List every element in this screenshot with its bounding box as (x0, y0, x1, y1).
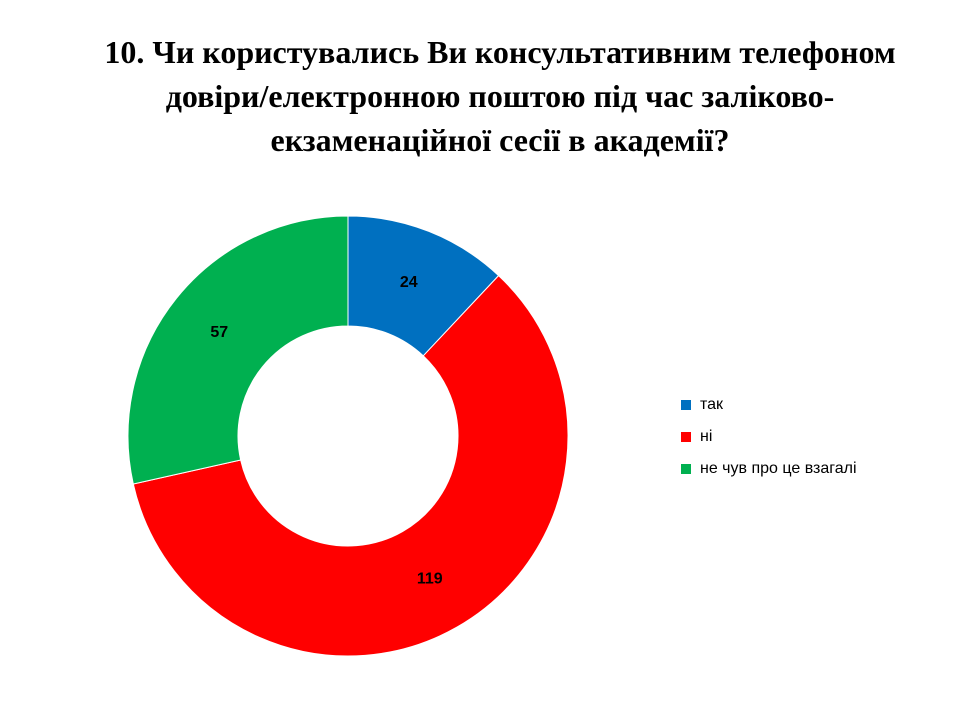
data-label: 24 (400, 274, 418, 291)
legend-label: ні (700, 428, 712, 445)
donut-segment (132, 274, 569, 657)
data-label: 119 (417, 571, 443, 588)
data-label: 57 (210, 324, 228, 341)
legend-swatch (681, 400, 691, 410)
legend-label: так (700, 396, 724, 413)
chart-title: 10. Чи користувались Ви консультативним … (104, 34, 896, 158)
legend-swatch (681, 464, 691, 474)
legend-label: не чув про це взагалі (700, 460, 857, 477)
legend-swatch (681, 432, 691, 442)
donut-segment (127, 215, 349, 485)
